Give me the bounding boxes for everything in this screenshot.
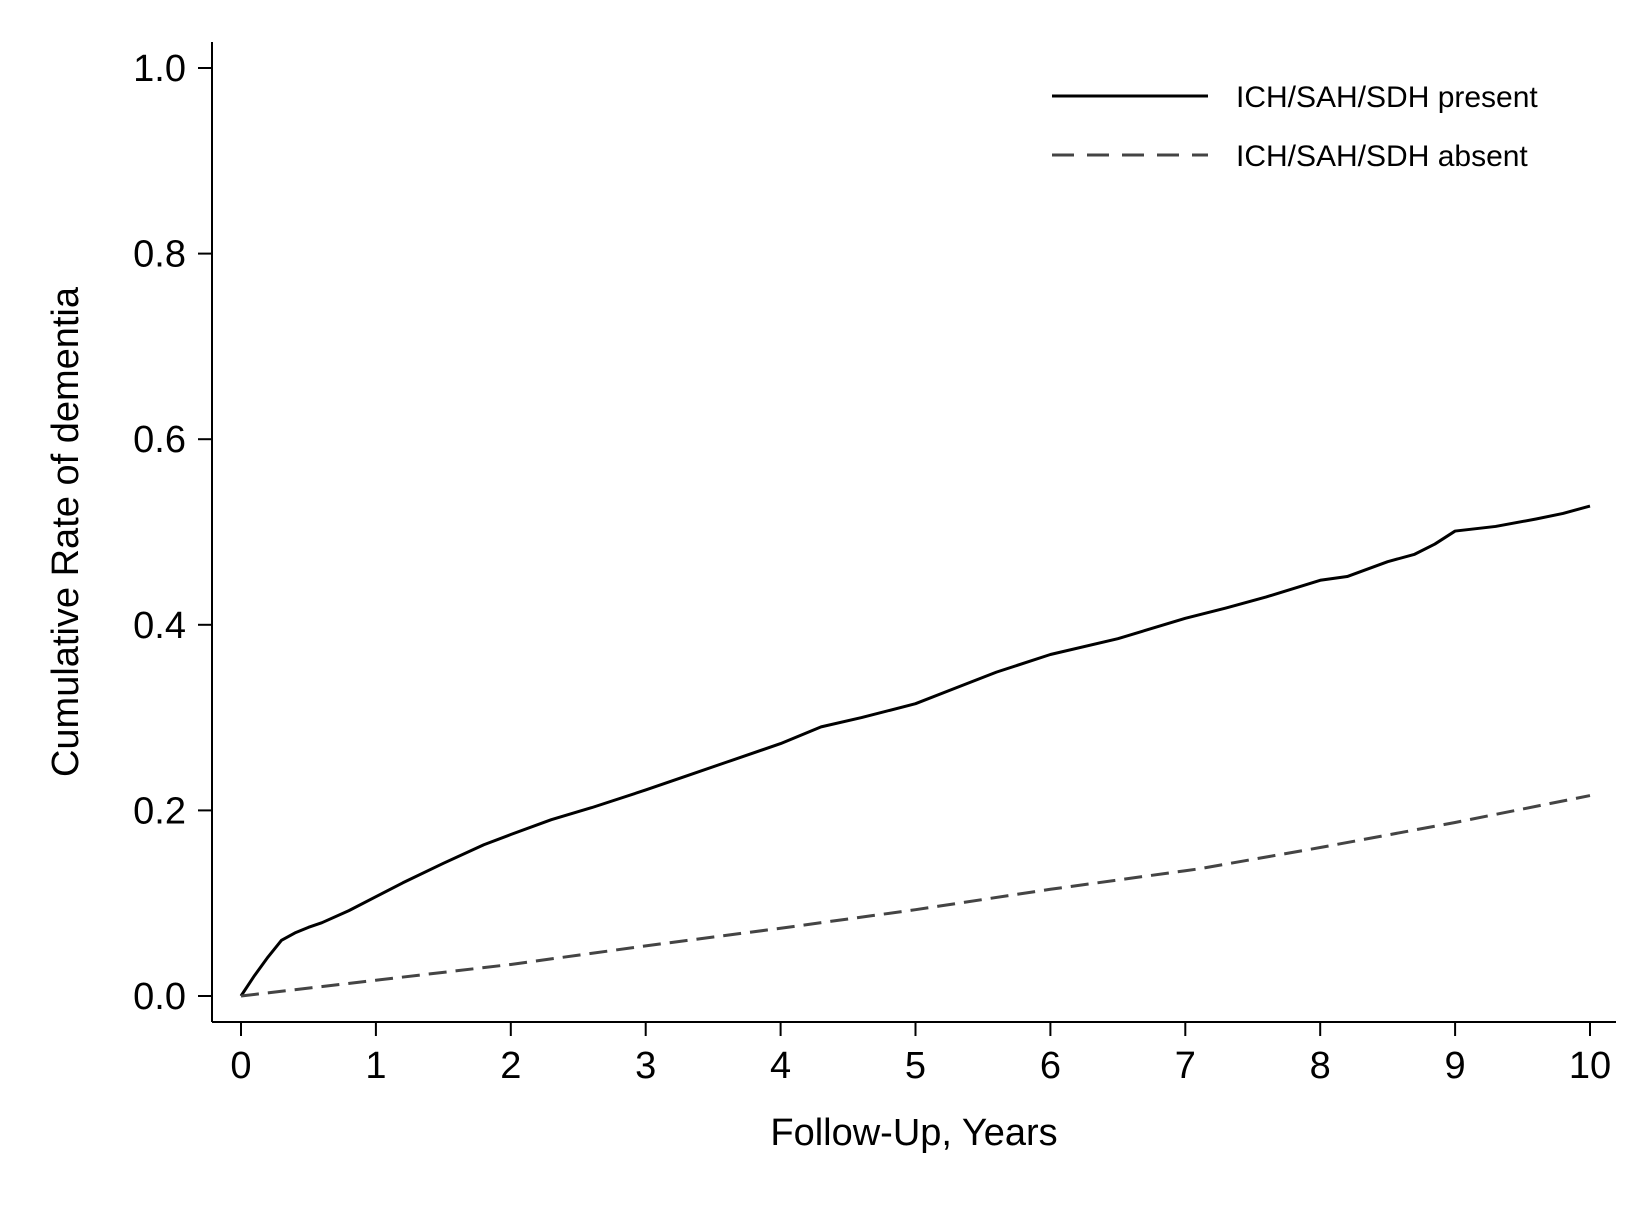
- x-tick-label: 4: [770, 1045, 791, 1087]
- x-tick-label: 8: [1310, 1045, 1331, 1087]
- series-line-present: [239, 504, 1591, 997]
- x-axis-ticks: 0 1 2 3 4 5 6 7 8 9 10: [230, 1022, 1611, 1087]
- y-tick-label: 0.6: [133, 419, 186, 461]
- legend-label-present: ICH/SAH/SDH present: [1236, 81, 1538, 114]
- y-tick-label: 0.4: [133, 605, 186, 647]
- x-tick-label: 3: [635, 1045, 656, 1087]
- y-tick-label: 0.0: [133, 976, 186, 1018]
- x-axis-label: Follow-Up, Years: [770, 1112, 1057, 1154]
- legend-label-absent: ICH/SAH/SDH absent: [1236, 140, 1528, 173]
- x-tick-label: 5: [905, 1045, 926, 1087]
- x-tick-label: 9: [1445, 1045, 1466, 1087]
- y-tick-label: 1.0: [133, 48, 186, 90]
- x-tick-label: 10: [1569, 1045, 1611, 1087]
- x-tick-label: 2: [500, 1045, 521, 1087]
- x-tick-label: 7: [1175, 1045, 1196, 1087]
- series-layer: [239, 504, 1591, 998]
- series-line-absent: [240, 794, 1591, 998]
- y-tick-label: 0.2: [133, 790, 186, 832]
- y-tick-label: 0.8: [133, 234, 186, 276]
- x-tick-label: 0: [230, 1045, 251, 1087]
- legend: ICH/SAH/SDH present ICH/SAH/SDH absent: [1052, 81, 1538, 173]
- x-tick-label: 1: [365, 1045, 386, 1087]
- y-axis-label: Cumulative Rate of dementia: [45, 286, 87, 777]
- x-tick-label: 6: [1040, 1045, 1061, 1087]
- y-axis-ticks: 0.0 0.2 0.4 0.6 0.8 1.0: [133, 48, 212, 1018]
